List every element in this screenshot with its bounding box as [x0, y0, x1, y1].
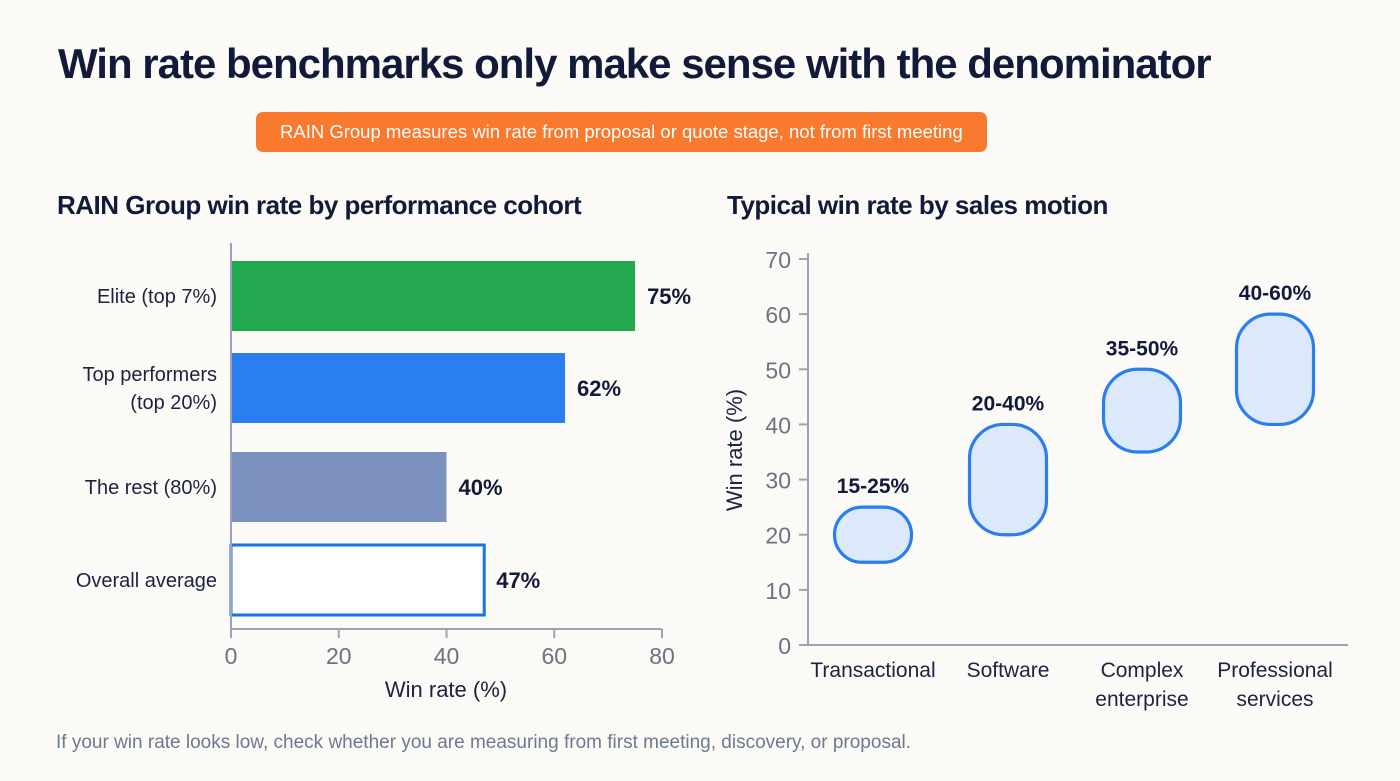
left-x-tick-labels: 0 20 40 60 80	[225, 643, 675, 669]
right-category-labels: Transactional Software Complex enterprise Pr…	[810, 659, 1332, 711]
right-category-label-0: Transactional	[810, 659, 935, 682]
left-x-tick-label: 60	[541, 643, 567, 669]
right-y-axis-title: Win rate (%)	[722, 389, 747, 511]
range-pill-3	[1234, 312, 1316, 427]
bar-0	[231, 261, 636, 331]
right-chart-axes	[799, 253, 1348, 646]
range-pill-label-3: 40-60%	[1239, 282, 1312, 305]
bar-category-label-0: Elite (top 7%)	[97, 286, 217, 308]
range-pill-label-2: 35-50%	[1106, 337, 1179, 360]
right-category-label-3: services	[1236, 688, 1313, 711]
left-chart-axes	[230, 243, 663, 638]
footnote: If your win rate looks low, check whethe…	[56, 732, 912, 753]
right-category-label-1: Software	[967, 659, 1050, 682]
bar-series	[229, 261, 636, 617]
right-y-tick-label: 0	[778, 633, 791, 659]
range-pill-series	[832, 312, 1316, 564]
range-pill-1	[967, 422, 1049, 537]
right-y-tick-label: 70	[765, 247, 791, 273]
left-x-tick-label: 40	[434, 643, 460, 669]
range-pill-2	[1101, 367, 1183, 454]
right-y-tick-label: 60	[765, 302, 791, 328]
right-y-tick-label: 20	[765, 523, 791, 549]
range-pill-label-0: 15-25%	[837, 475, 910, 498]
bar-3	[229, 543, 486, 617]
subtitle-badge: RAIN Group measures win rate from propos…	[256, 112, 987, 152]
page-title: Win rate benchmarks only make sense with…	[58, 40, 1212, 87]
left-x-tick-label: 80	[649, 643, 675, 669]
bar-value-label-3: 47%	[496, 568, 540, 593]
right-y-tick-label: 40	[765, 412, 791, 438]
left-chart-title: RAIN Group win rate by performance cohor…	[57, 190, 582, 220]
right-y-tick-label: 50	[765, 357, 791, 383]
left-x-tick-label: 0	[225, 643, 238, 669]
bar-category-label-1: (top 20%)	[130, 392, 217, 414]
bar-category-label-3: Overall average	[76, 570, 217, 592]
bar-value-label-0: 75%	[647, 284, 691, 309]
right-category-label-3: Professional	[1217, 659, 1333, 682]
left-x-tick-label: 20	[326, 643, 352, 669]
right-y-tick-labels: 0 10 20 30 40 50 60 70	[765, 247, 791, 659]
right-category-label-2: Complex	[1101, 659, 1184, 682]
left-x-axis-title: Win rate (%)	[385, 677, 507, 702]
range-pill-label-1: 20-40%	[972, 392, 1045, 415]
bar-category-label-2: The rest (80%)	[85, 477, 217, 499]
bar-value-label-1: 62%	[577, 376, 621, 401]
bar-category-label-1: Top performers	[83, 364, 218, 386]
right-range-labels: 15-25% 20-40% 35-50% 40-60%	[837, 282, 1312, 498]
right-y-tick-label: 30	[765, 468, 791, 494]
range-pill-0	[832, 505, 914, 564]
right-y-tick-label: 10	[765, 578, 791, 604]
right-chart-title: Typical win rate by sales motion	[727, 190, 1108, 220]
left-category-labels: Elite (top 7%) Top performers (top 20%) The…	[76, 286, 217, 592]
left-value-labels: 75% 62% 40% 47%	[459, 284, 692, 593]
bar-2	[231, 452, 447, 522]
bar-1	[231, 353, 566, 423]
right-category-label-2: enterprise	[1095, 688, 1188, 711]
bar-value-label-2: 40%	[459, 475, 503, 500]
